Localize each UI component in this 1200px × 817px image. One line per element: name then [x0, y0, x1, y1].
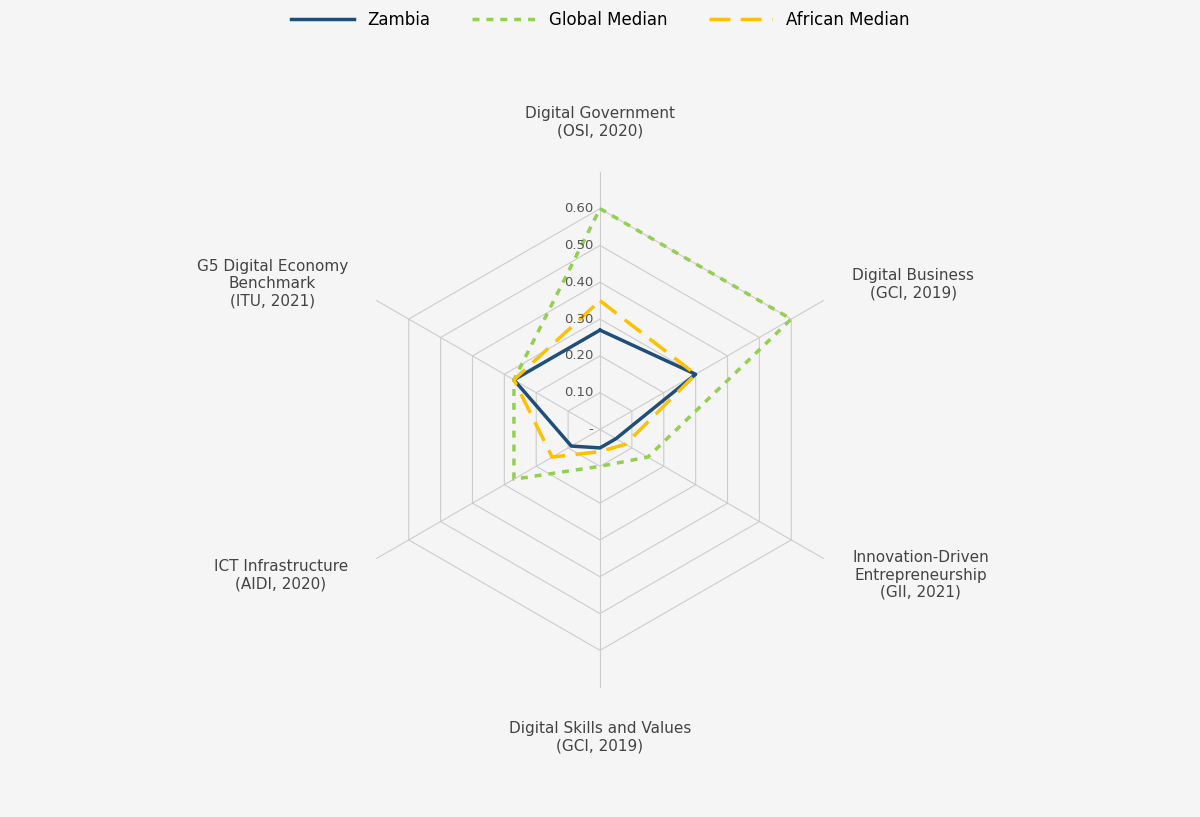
- Legend: Zambia, Global Median, African Median: Zambia, Global Median, African Median: [284, 4, 916, 36]
- Text: 0.30: 0.30: [564, 313, 594, 325]
- Text: 0.60: 0.60: [564, 202, 594, 215]
- Text: Digital Skills and Values
(GCI, 2019): Digital Skills and Values (GCI, 2019): [509, 721, 691, 753]
- Text: 0.10: 0.10: [564, 386, 594, 400]
- Text: G5 Digital Economy
Benchmark
(ITU, 2021): G5 Digital Economy Benchmark (ITU, 2021): [197, 259, 348, 309]
- Text: ICT Infrastructure
(AIDI, 2020): ICT Infrastructure (AIDI, 2020): [214, 559, 348, 592]
- Text: 0.20: 0.20: [564, 350, 594, 363]
- Text: Digital Business
(GCI, 2019): Digital Business (GCI, 2019): [852, 268, 974, 300]
- Text: 0.50: 0.50: [564, 239, 594, 252]
- Text: -: -: [589, 423, 594, 436]
- Text: Digital Government
(OSI, 2020): Digital Government (OSI, 2020): [526, 106, 674, 138]
- Text: Innovation-Driven
Entrepreneurship
(GII, 2021): Innovation-Driven Entrepreneurship (GII,…: [852, 550, 989, 600]
- Text: 0.40: 0.40: [564, 276, 594, 288]
